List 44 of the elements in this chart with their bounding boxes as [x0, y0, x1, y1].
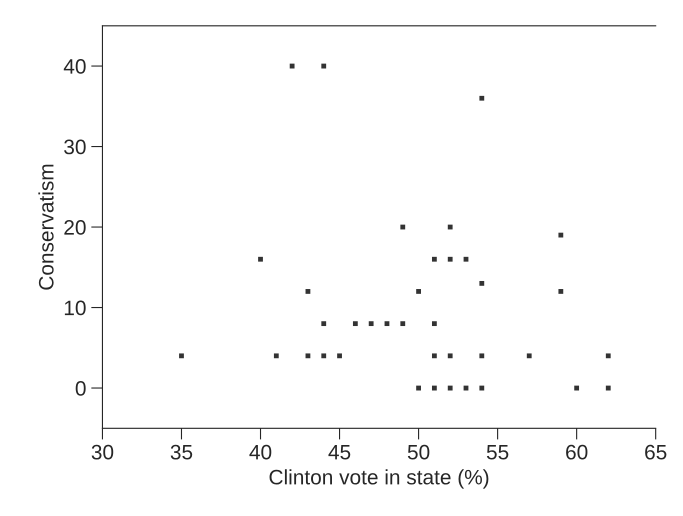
- point: [479, 386, 484, 390]
- point: [416, 386, 421, 390]
- point: [448, 386, 453, 390]
- point: [258, 256, 263, 262]
- point: [179, 353, 184, 358]
- point: [432, 386, 437, 390]
- point: [337, 353, 342, 358]
- y-tick-label: 40: [64, 59, 86, 74]
- point: [432, 321, 437, 326]
- point: [464, 256, 468, 262]
- point: [606, 386, 611, 390]
- y-axis-title: Conservatism: [38, 164, 54, 290]
- point: [574, 386, 580, 390]
- y-tick-label: 0: [76, 381, 86, 396]
- point: [558, 232, 564, 238]
- point: [321, 64, 326, 68]
- y-tick-label: 10: [64, 300, 86, 316]
- point: [400, 224, 406, 230]
- point: [416, 289, 421, 294]
- point: [306, 353, 310, 358]
- point: [352, 321, 358, 326]
- point: [306, 289, 310, 294]
- point: [558, 289, 564, 294]
- x-tick-label: 30: [92, 444, 114, 460]
- x-tick-label: 40: [249, 444, 272, 460]
- point: [479, 280, 484, 286]
- y-tick-label: 30: [64, 140, 86, 154]
- x-tick-label: 65: [645, 444, 666, 460]
- x-axis-title: Clinton vote in state (%): [270, 469, 488, 489]
- x-tick-label: 60: [566, 444, 588, 460]
- point: [400, 321, 406, 326]
- point: [464, 386, 468, 390]
- point: [368, 321, 374, 326]
- x-tick-label: 55: [486, 445, 508, 460]
- point: [432, 353, 437, 358]
- y-tick-label: 20: [64, 220, 86, 235]
- point: [448, 224, 453, 230]
- point: [321, 321, 326, 326]
- point: [384, 321, 390, 326]
- x-tick-label: 50: [408, 444, 430, 460]
- point: [432, 256, 437, 262]
- x-tick-label: 45: [328, 445, 350, 460]
- x-tick-label: 35: [170, 444, 192, 460]
- point: [290, 64, 295, 68]
